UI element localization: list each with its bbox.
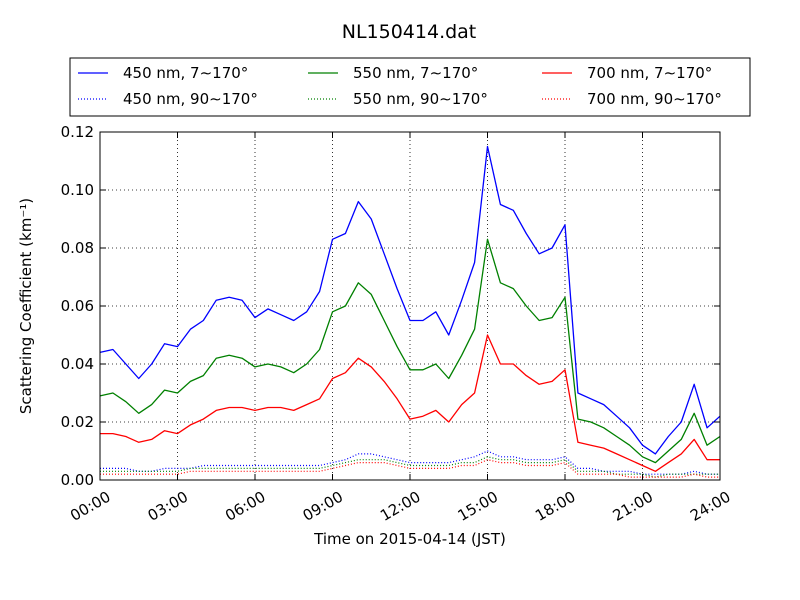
- x-tick-label: 03:00: [145, 488, 191, 525]
- legend-label-2: 550 nm, 7∼170°: [353, 64, 478, 82]
- series-line-1: [99, 145, 721, 455]
- legend-label-1: 450 nm, 7∼170°: [123, 64, 248, 82]
- y-tick-label: 0.06: [61, 297, 94, 315]
- axis-ticks: 00:00 03:00 06:00 09:00 12:00 15:00 18:00 21:00…: [61, 123, 734, 525]
- y-tick-label: 0.00: [61, 471, 94, 489]
- chart-title: NL150414.dat: [342, 21, 477, 43]
- x-tick-label: 18:00: [532, 488, 578, 525]
- y-tick-label: 0.02: [61, 413, 94, 431]
- y-tick-label: 0.04: [61, 355, 94, 373]
- series-line-2: [99, 238, 721, 464]
- series-lines: [99, 145, 721, 478]
- legend-label-3: 700 nm, 7∼170°: [587, 64, 712, 82]
- series-line-3: [100, 334, 720, 472]
- grid: [100, 132, 720, 480]
- legend-label-4: 450 nm, 90∼170°: [123, 90, 258, 108]
- y-axis-label: Scattering Coefficient (km⁻¹): [17, 198, 35, 414]
- x-tick-label: 15:00: [455, 488, 501, 525]
- x-axis-label: Time on 2015-04-14 (JST): [313, 530, 506, 548]
- legend: 450 nm, 7∼170° 550 nm, 7∼170° 700 nm, 7∼17…: [69, 57, 751, 117]
- x-tick-label: 24:00: [687, 488, 733, 525]
- series-line-6: [100, 459, 720, 478]
- legend-label-5: 550 nm, 90∼170°: [353, 90, 488, 108]
- y-tick-label: 0.08: [61, 239, 94, 257]
- x-tick-label: 00:00: [67, 488, 113, 525]
- legend-label-6: 700 nm, 90∼170°: [587, 90, 722, 108]
- y-tick-label: 0.12: [61, 123, 94, 141]
- x-tick-label: 06:00: [222, 488, 268, 525]
- x-tick-label: 09:00: [300, 488, 346, 525]
- y-tick-label: 0.10: [61, 181, 94, 199]
- legend-box: [69, 57, 751, 117]
- x-tick-label: 21:00: [610, 488, 656, 525]
- x-tick-label: 12:00: [377, 488, 423, 525]
